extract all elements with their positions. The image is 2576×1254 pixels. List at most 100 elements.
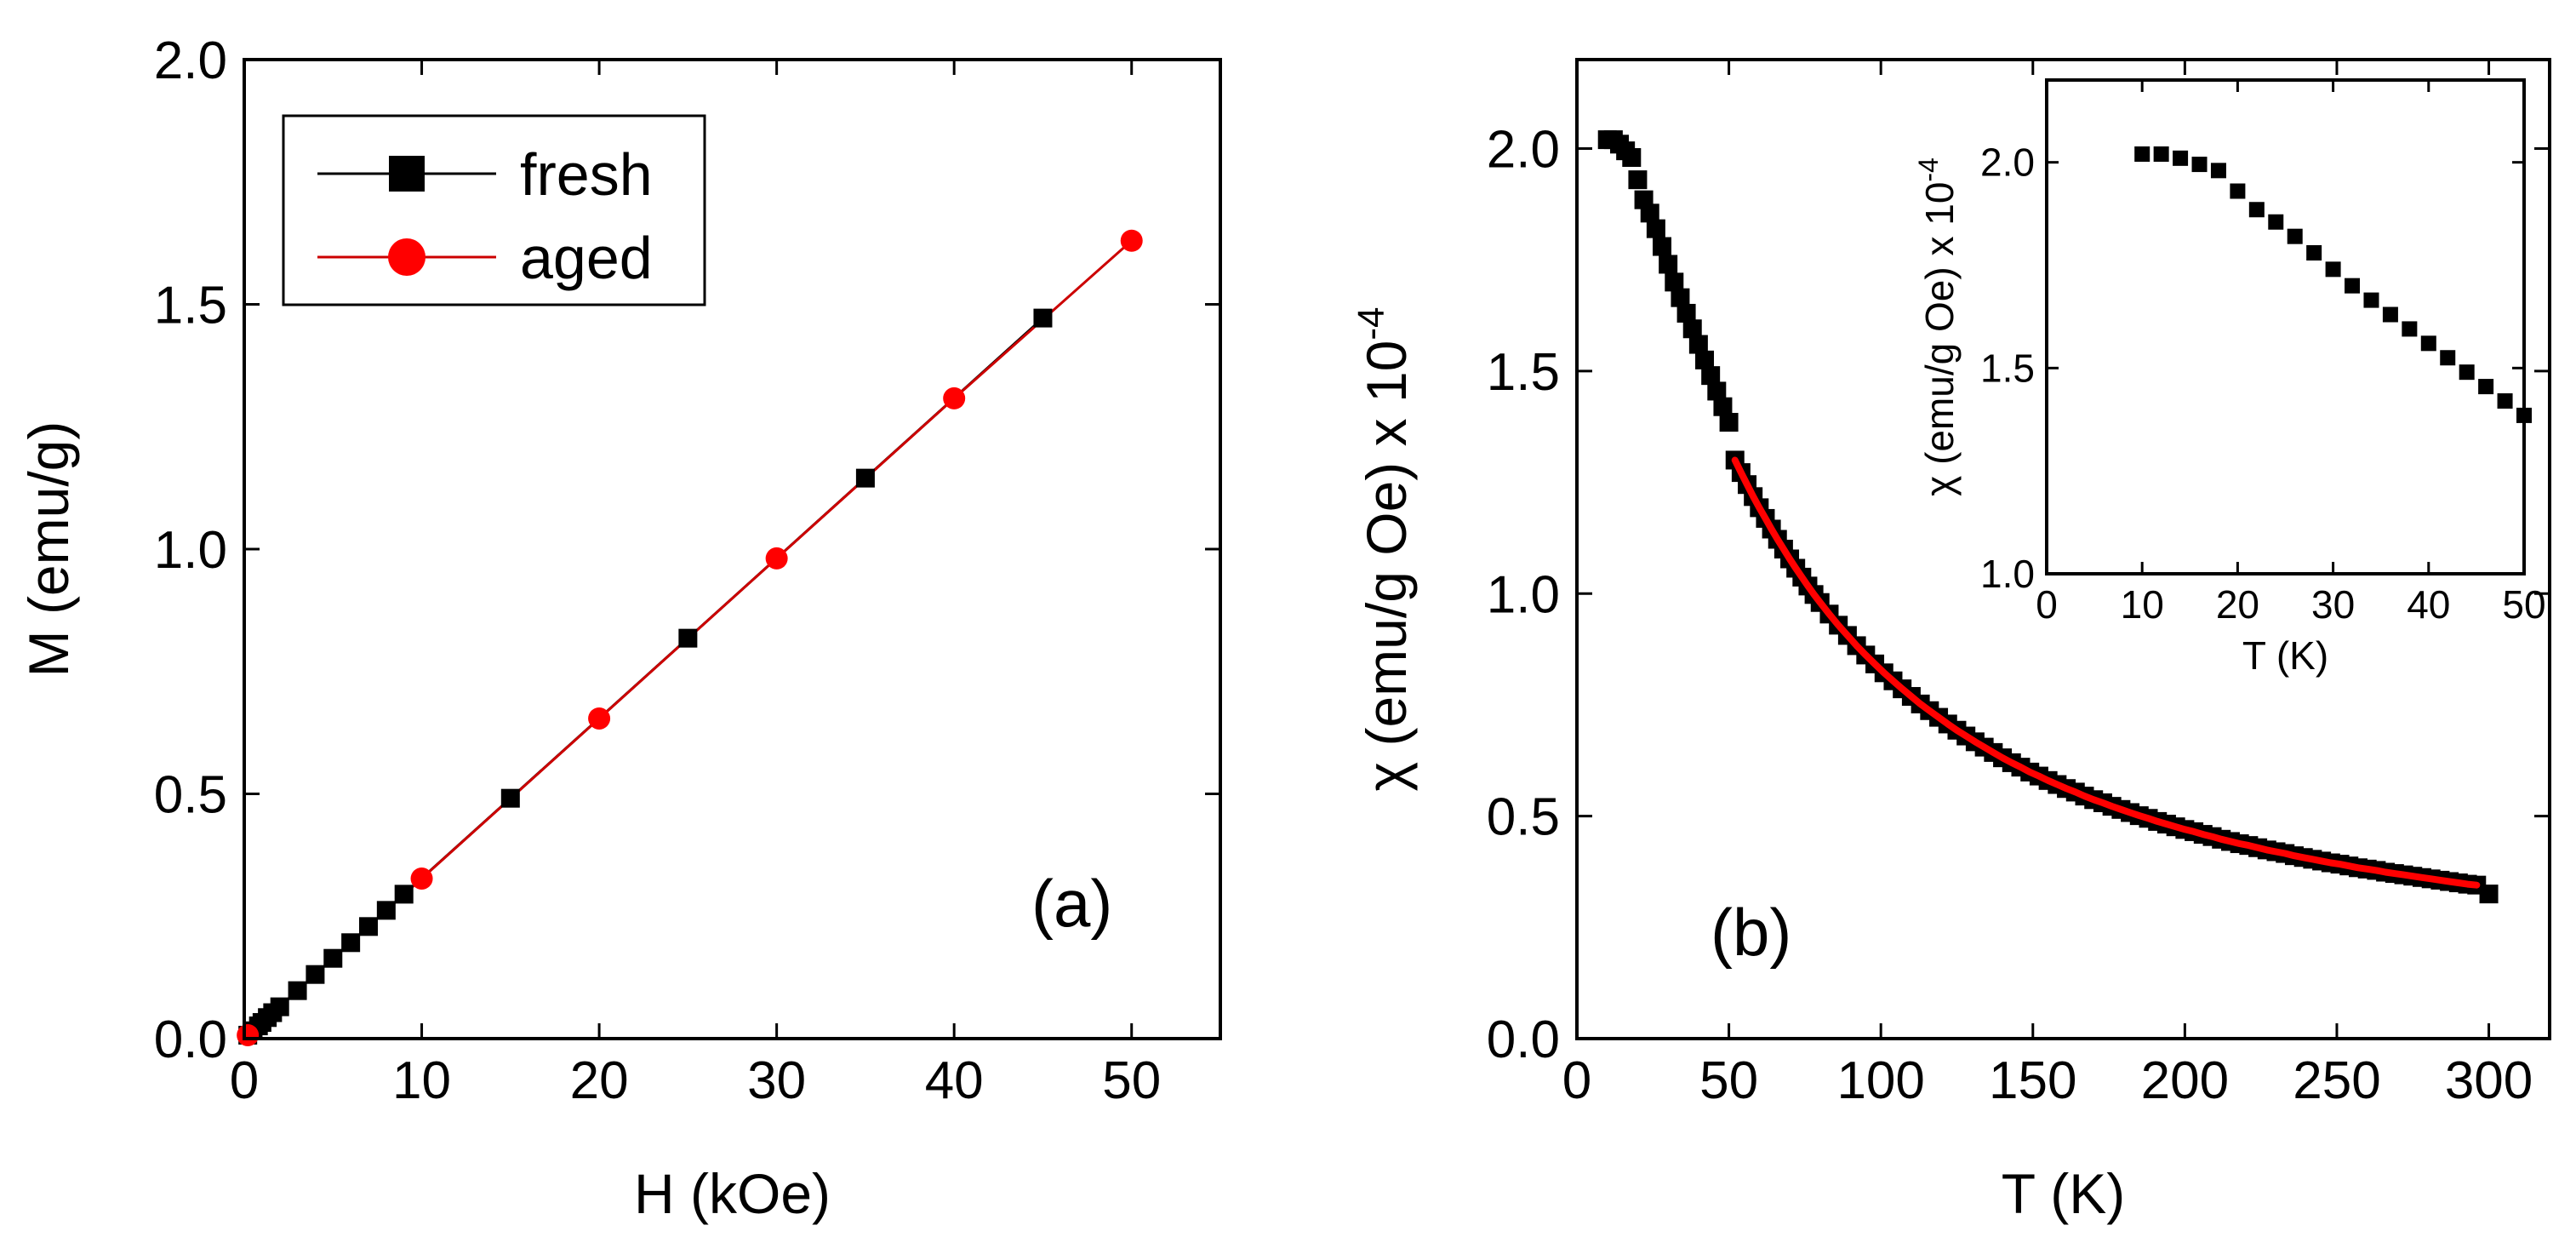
- x-tick-label: 20: [2216, 582, 2259, 627]
- x-tick-label: 30: [2311, 582, 2355, 627]
- x-tick-label: 0: [230, 1051, 259, 1110]
- y-tick-label: 1.0: [154, 521, 227, 580]
- x-tick-label: 0: [2036, 582, 2058, 627]
- fit-line: [1731, 456, 2481, 889]
- panel-b-inset-chart: 0 10 20 30 40 50 1.0 1.5 2.0 T (K) χ (emu/g Oe) …: [1913, 78, 2546, 678]
- x-tick-label: 10: [2121, 582, 2164, 627]
- y-tick-label: 0.5: [154, 766, 227, 825]
- panel-a-y-axis-label: M (emu/g): [17, 421, 80, 678]
- inset-data-point: [2459, 364, 2475, 381]
- x-tick-label: 40: [2407, 582, 2450, 627]
- y-tick-label: 0.0: [154, 1011, 227, 1069]
- data-point: [1688, 335, 1708, 354]
- inset-data-point: [2363, 292, 2379, 308]
- data-point-fresh: [358, 917, 378, 936]
- data-point-aged: [765, 547, 788, 570]
- data-point: [1628, 170, 1648, 190]
- inset-data-point: [2230, 183, 2246, 199]
- inset-data-point: [2497, 393, 2513, 409]
- x-tick-label: 250: [2293, 1051, 2380, 1110]
- y-tick-label: 1.5: [1980, 346, 2035, 390]
- panel-a-plot-frame: [243, 58, 1222, 1040]
- inset-data-point: [2248, 202, 2265, 218]
- data-point: [1713, 397, 1733, 416]
- x-tick-label: 10: [392, 1051, 451, 1110]
- data-point: [1695, 350, 1715, 369]
- inset-data-point: [2440, 350, 2456, 366]
- y-tick-label: 2.0: [1980, 140, 2035, 185]
- data-point-aged: [588, 707, 611, 730]
- inset-background: [2047, 80, 2524, 574]
- data-point: [1640, 203, 1659, 223]
- y-tick-label: 0.5: [1487, 788, 1560, 847]
- data-point-fresh: [678, 628, 698, 648]
- data-point-aged: [410, 867, 433, 890]
- inset-data-point: [2210, 163, 2226, 179]
- y-tick-label: 0.0: [1487, 1011, 1560, 1069]
- inset-data-point: [2268, 214, 2284, 230]
- panel-b-plot-frame: [1575, 58, 2551, 1040]
- data-point: [1653, 237, 1672, 256]
- data-point: [1701, 366, 1721, 386]
- data-point: [1659, 255, 1678, 274]
- data-point: [2479, 885, 2499, 904]
- data-point-fresh: [500, 788, 520, 808]
- panel-a-chart: 0 10 20 30 40 50 0.0 0.5 1.0 1.5 2.0 H (kOe) M (em…: [17, 31, 1222, 1225]
- inset-data-point: [2173, 150, 2189, 166]
- x-tick-label: 30: [747, 1051, 806, 1110]
- legend-box: [282, 114, 706, 306]
- data-point: [1719, 413, 1739, 432]
- panel-a-x-axis-label: H (kOe): [634, 1162, 831, 1225]
- x-tick-label: 300: [2445, 1051, 2533, 1110]
- inset-y-axis-label-main: χ (emu/g Oe) x 10: [1917, 182, 1962, 496]
- inset-data-point: [2306, 245, 2322, 261]
- x-tick-label: 50: [1699, 1051, 1758, 1110]
- panel-b-y-axis-label-exponent: -4: [1351, 307, 1392, 341]
- inset-data-point: [2287, 228, 2303, 244]
- x-tick-label: 0: [1562, 1051, 1591, 1110]
- data-point-aged: [1120, 229, 1143, 252]
- panel-a-label: (a): [1031, 866, 1112, 941]
- legend-marker-aged: [388, 238, 426, 276]
- panel-b-x-axis-label: T (K): [2002, 1162, 2125, 1225]
- data-point-fresh: [270, 997, 289, 1016]
- x-tick-label: 50: [1102, 1051, 1161, 1110]
- inset-data-point: [2134, 146, 2150, 162]
- legend-label-fresh: fresh: [520, 141, 653, 208]
- data-point-fresh: [288, 981, 307, 1000]
- data-point: [1622, 148, 1642, 167]
- inset-data-point: [2153, 146, 2169, 162]
- inset-data-point: [2478, 379, 2494, 395]
- y-tick-label: 1.0: [1487, 565, 1560, 624]
- inset-data-point: [2325, 261, 2341, 278]
- inset-data-point: [2402, 321, 2418, 337]
- y-tick-label: 2.0: [154, 31, 227, 90]
- panel-b-label: (b): [1711, 895, 1791, 970]
- y-tick-label: 1.5: [1487, 343, 1560, 402]
- y-tick-label: 1.0: [1980, 552, 2035, 596]
- inset-x-axis-label: T (K): [2242, 633, 2328, 678]
- data-point: [1707, 381, 1727, 401]
- data-point-fresh: [323, 948, 343, 968]
- data-point-fresh: [1033, 308, 1053, 328]
- data-point: [1665, 272, 1684, 292]
- inset-data-point: [2191, 157, 2208, 173]
- data-point-fresh: [341, 933, 361, 953]
- x-tick-label: 200: [2141, 1051, 2229, 1110]
- panel-b-y-axis-label: χ (emu/g Oe) x 10-4: [1351, 307, 1418, 792]
- data-point: [1671, 288, 1690, 307]
- x-tick-label: 50: [2502, 582, 2545, 627]
- x-tick-label: 20: [570, 1051, 629, 1110]
- inset-y-axis-label-exponent: -4: [1913, 157, 1944, 181]
- data-point-aged: [237, 1023, 260, 1046]
- data-point: [1682, 319, 1702, 339]
- data-point-fresh: [394, 885, 414, 904]
- inset-y-axis-label: χ (emu/g Oe) x 10-4: [1913, 157, 1962, 496]
- data-point-aged: [943, 387, 966, 409]
- data-point-fresh: [306, 965, 325, 984]
- data-point: [1676, 303, 1696, 323]
- y-tick-label: 2.0: [1487, 121, 1560, 180]
- y-tick-label: 1.5: [154, 277, 227, 335]
